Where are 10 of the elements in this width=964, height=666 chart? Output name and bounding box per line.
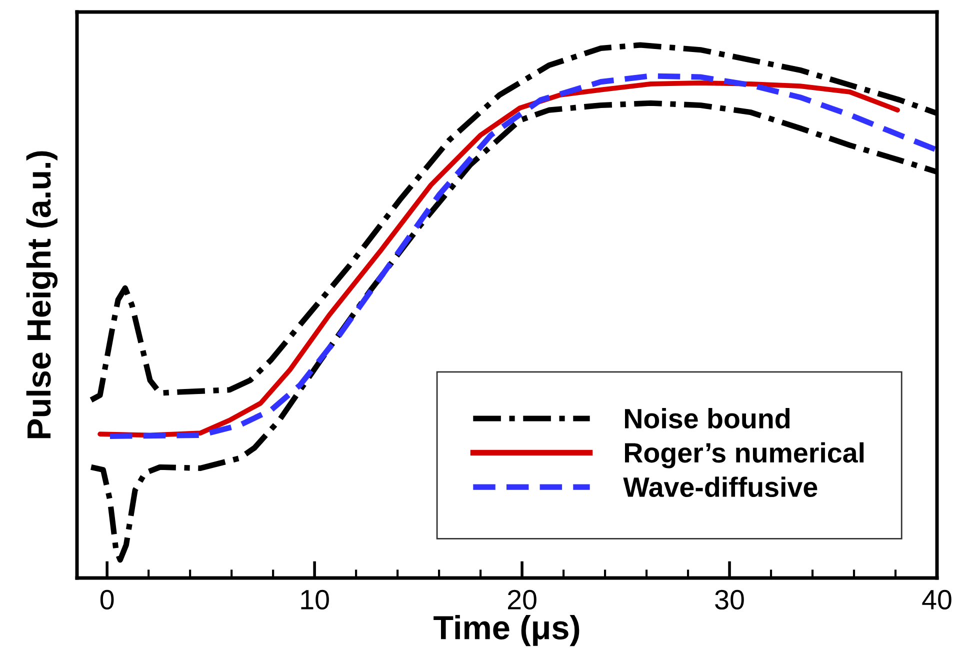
legend-label: Wave-diffusive (623, 476, 818, 498)
x-tick-label: 40 (922, 590, 952, 610)
legend-label: Roger’s numerical (625, 442, 864, 468)
x-axis-title: Time (μs) (434, 615, 580, 646)
x-tick-label: 10 (301, 590, 329, 610)
x-tick-label: 20 (508, 590, 536, 610)
x-tick-label: 0 (100, 590, 114, 610)
legend-label: Noise bound (625, 408, 790, 428)
x-tick-label: 30 (715, 590, 744, 610)
y-axis-title: Pulse Height (a.u.) (26, 151, 58, 438)
